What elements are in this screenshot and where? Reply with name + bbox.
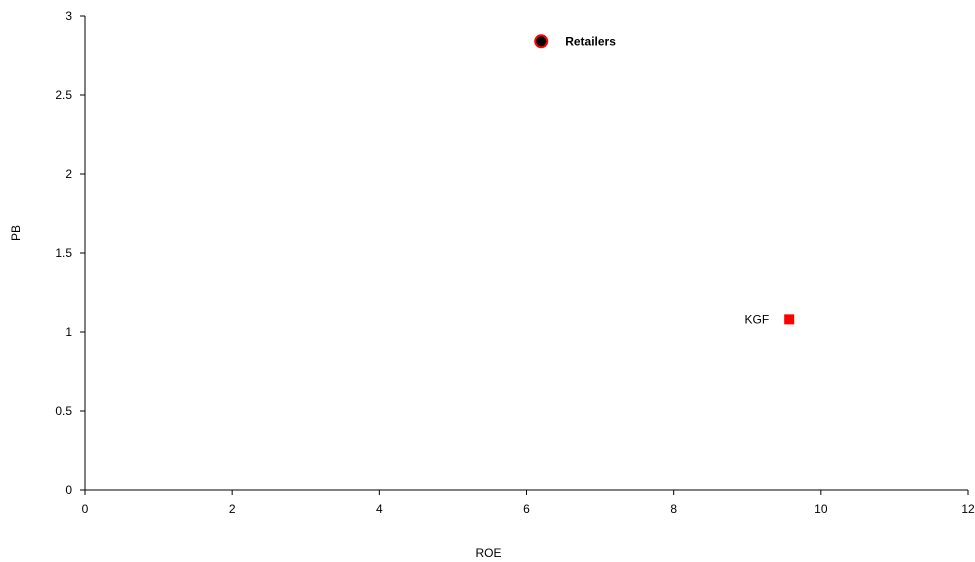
y-tick-label: 0 <box>65 483 72 497</box>
data-points: Retailers KGF <box>534 34 795 326</box>
y-axis: 0 0.5 1 1.5 2 2.5 3 <box>55 9 86 497</box>
data-label-kgf: KGF <box>745 312 770 326</box>
data-label-retailers: Retailers <box>565 34 616 48</box>
x-tick-label: 8 <box>670 502 677 516</box>
x-tick-label: 6 <box>523 502 530 516</box>
x-axis-title: ROE <box>475 546 501 560</box>
x-tick-label: 0 <box>82 502 89 516</box>
x-tick-label: 2 <box>229 502 236 516</box>
y-tick-label: 0.5 <box>55 404 72 418</box>
data-point-kgf <box>784 314 795 325</box>
x-tick-label: 12 <box>961 502 975 516</box>
x-axis: 0 2 4 6 8 10 12 <box>82 489 975 516</box>
y-tick-label: 2.5 <box>55 88 72 102</box>
data-point-retailers <box>534 34 549 49</box>
y-tick-label: 2 <box>65 167 72 181</box>
y-tick-label: 3 <box>65 9 72 23</box>
x-tick-label: 10 <box>814 502 828 516</box>
x-tick-label: 4 <box>376 502 383 516</box>
y-tick-label: 1.5 <box>55 246 72 260</box>
y-axis-title: PB <box>9 225 23 241</box>
y-tick-label: 1 <box>65 325 72 339</box>
